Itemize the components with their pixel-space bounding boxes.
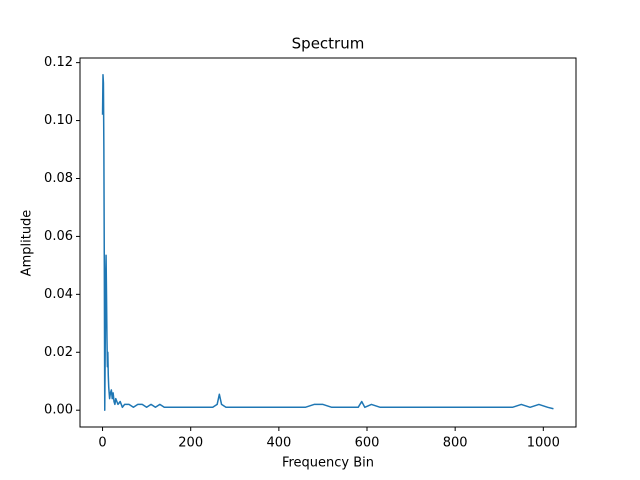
x-tick-label: 600: [355, 436, 380, 451]
plot-frame: [79, 57, 577, 428]
y-tick-label: 0.12: [44, 55, 73, 70]
y-axis-label: Amplitude: [20, 210, 35, 277]
y-tick-label: 0.06: [44, 229, 73, 244]
x-tick-label: 800: [443, 436, 468, 451]
x-axis-label: Frequency Bin: [282, 456, 374, 471]
x-tick-label: 0: [98, 436, 106, 451]
line: [101, 74, 554, 411]
y-tick-label: 0.00: [44, 403, 73, 418]
x-tick-label: 400: [266, 436, 291, 451]
x-tick-label: 1000: [527, 436, 560, 451]
y-tick-label: 0.10: [44, 113, 73, 128]
y-tick-label: 0.02: [44, 345, 73, 360]
x-tick-label: 200: [178, 436, 203, 451]
chart-title: Spectrum: [292, 35, 365, 53]
y-tick-label: 0.04: [44, 287, 73, 302]
y-tick-label: 0.08: [44, 171, 73, 186]
